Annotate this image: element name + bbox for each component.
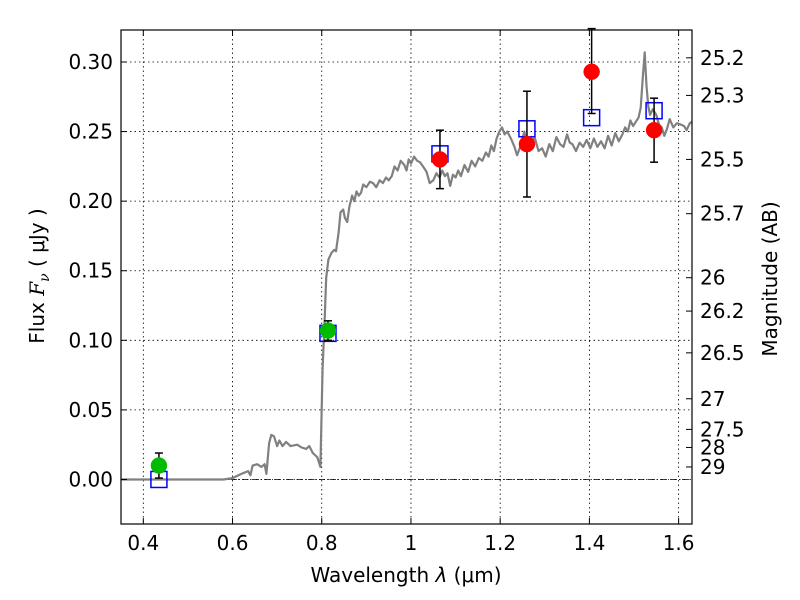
right-tick-label: 26.2	[700, 299, 745, 323]
right-tick-label: 26.5	[700, 341, 745, 365]
y-axis-title: Flux Fν ( μJy )	[25, 208, 53, 343]
x-tick-label: 1.6	[663, 531, 695, 555]
grid	[121, 30, 692, 524]
x-tick-label: 1.4	[573, 531, 605, 555]
right-tick-label: 26	[700, 266, 725, 290]
model-spectrum-line	[121, 51, 693, 481]
x-tick-label: 0.8	[306, 531, 338, 555]
y-tick-label: 0.30	[68, 50, 113, 74]
red-data-point	[645, 121, 663, 139]
right-tick-label: 25.5	[700, 147, 745, 171]
y-tick-labels: 0.00 0.05 0.10 0.15 0.20 0.25 0.30	[68, 50, 113, 491]
x-axis-title: Wavelength λ (μm)	[310, 563, 501, 587]
red-data-point	[518, 135, 536, 153]
y-tick-label: 0.05	[68, 398, 113, 422]
y-tick-label: 0.10	[68, 328, 113, 352]
green-data-point	[319, 322, 337, 339]
y-tick-label: 0.00	[68, 467, 113, 491]
ticks	[121, 30, 692, 524]
observed-points-layer	[150, 63, 663, 474]
x-tick-label: 1	[405, 531, 418, 555]
plot-frame	[120, 29, 693, 525]
errorbar-layer	[154, 27, 659, 479]
green-data-point	[150, 457, 168, 474]
right-tick-label: 25.2	[700, 46, 745, 70]
right-tick-label: 25.3	[700, 83, 745, 107]
y-tick-label: 0.20	[68, 189, 113, 213]
right-axis-title: Magnitude (AB)	[758, 201, 782, 356]
red-data-point	[583, 63, 600, 80]
model-photometry-layer	[150, 101, 663, 489]
right-tick-label: 28	[700, 435, 725, 459]
red-data-point	[431, 151, 449, 168]
x-tick-label: 0.4	[127, 531, 159, 555]
y-tick-label: 0.25	[68, 120, 113, 144]
y-tick-label: 0.15	[68, 259, 113, 283]
spectrum-layer	[121, 51, 693, 481]
right-tick-label: 27.5	[700, 417, 745, 441]
right-tick-label: 25.7	[700, 202, 745, 226]
x-tick-labels: 0.4 0.6 0.8 1 1.2 1.4 1.6	[127, 531, 694, 555]
right-tick-label: 29	[700, 455, 725, 479]
x-tick-label: 0.6	[217, 531, 249, 555]
right-tick-label: 27	[700, 387, 725, 411]
x-tick-label: 1.2	[484, 531, 516, 555]
